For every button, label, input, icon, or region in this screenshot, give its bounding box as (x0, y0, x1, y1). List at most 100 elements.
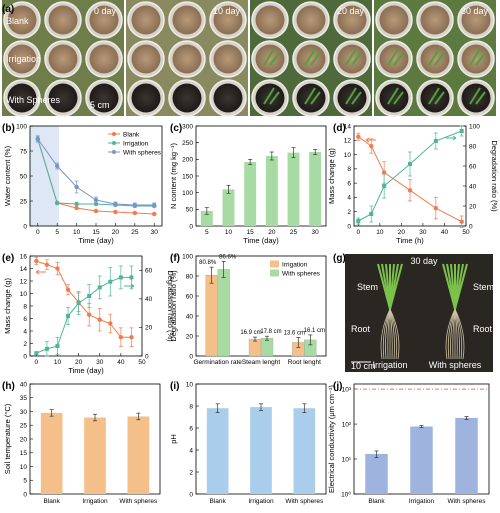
pot-soil (172, 44, 202, 74)
legend-label: Irrigation (123, 140, 149, 147)
y-tick-label: 15 (20, 450, 28, 457)
root-strand (450, 308, 456, 360)
root-strand (389, 308, 400, 360)
series-line (358, 136, 462, 223)
data-point (433, 205, 439, 211)
y-tick-label: 40 (145, 296, 153, 303)
data-point (44, 346, 49, 351)
data-label: 80.8% (199, 260, 217, 266)
data-point (118, 335, 124, 340)
panel-label-g: (g) (333, 253, 346, 264)
root-strand (447, 308, 456, 360)
data-point (129, 275, 134, 280)
photo-panel-g: Irrigation With spheres 30 day Stem Stem Root… (345, 254, 494, 372)
stem-leaf (454, 263, 468, 310)
y-tick-label: 14 (20, 266, 28, 273)
x-tick-label: With spheres (119, 498, 158, 505)
y-tick-label: 20 (145, 325, 153, 332)
y-axis-label-right: Degradation ratio (%) (166, 270, 175, 342)
y-axis-label: pH (169, 434, 178, 444)
y-tick-label: 10¹ (342, 456, 352, 463)
pot-soil (379, 44, 409, 74)
x-tick-label: 20 (112, 229, 120, 236)
pot-soil (461, 83, 491, 113)
y-tick-label: 20 (469, 203, 477, 210)
y-tick-label: 30 (20, 409, 28, 416)
root-strand (385, 308, 391, 360)
data-point (34, 351, 39, 356)
x-tick-label: 5 (205, 229, 209, 236)
pot-soil (213, 5, 243, 35)
seedling (469, 48, 486, 66)
x-tick-label: 10 (225, 229, 233, 236)
seedling (345, 48, 362, 66)
x-tick-label: 10 (376, 229, 384, 236)
root-strand (389, 308, 398, 360)
data-point (34, 258, 39, 264)
plant-caption: With spheres (429, 360, 482, 370)
x-tick-label: Germination rate (193, 359, 242, 366)
x-tick-label: 30 (312, 229, 320, 236)
pot-soil (255, 83, 285, 113)
row-label-irrigation: Irrigation (6, 54, 41, 64)
plot-frame (195, 125, 327, 227)
chart-germination: 0 20 40 60 80 100 Degradation ratio (%) 80.8%86… (169, 253, 327, 366)
y-tick-label: 40 (469, 183, 477, 190)
pot-soil (131, 44, 161, 74)
x-tick-label: 0 (36, 229, 40, 236)
seedling (304, 48, 321, 66)
legend-label: With spheres (282, 270, 321, 277)
y-tick-label: 0 (469, 223, 473, 230)
pot-soil (131, 5, 161, 35)
data-point (76, 301, 81, 306)
bar (200, 211, 213, 226)
y-tick-label: 12 (20, 278, 28, 285)
root-strand (454, 308, 465, 360)
arrow-right-axis (124, 283, 135, 289)
y-tick-label: 16 (20, 253, 28, 260)
x-tick-label: 30 (151, 229, 159, 236)
y-tick-label: 250 (182, 140, 193, 147)
bar (287, 152, 300, 226)
bar (265, 156, 278, 226)
x-tick-label: Blank (368, 498, 385, 505)
y-tick-label: 0 (23, 223, 27, 230)
data-point (356, 134, 361, 139)
pot-soil (461, 44, 491, 74)
y-tick-label: 2 (23, 341, 27, 348)
seedling (387, 87, 404, 105)
legend-label: With spheres (123, 149, 162, 156)
data-point (35, 136, 40, 142)
data-point (459, 219, 464, 224)
root-label: Root (473, 324, 493, 334)
y-tick-label: 0 (189, 353, 193, 360)
seedling (263, 48, 280, 66)
x-tick-label: Irrigation (82, 498, 108, 505)
y-tick-label: 6 (23, 316, 27, 323)
y-tick-label: 150 (182, 173, 193, 180)
root-strand (387, 308, 391, 360)
series-line (358, 130, 462, 222)
x-tick-label: 20 (398, 229, 406, 236)
pot-soil (89, 83, 119, 113)
plant-caption: Irrigation (372, 360, 407, 370)
y-tick-label: 10 (344, 152, 352, 159)
data-point (86, 312, 92, 317)
x-axis-label: Time (day) (78, 236, 114, 245)
x-tick-label: Steam lenght (242, 359, 280, 366)
stem-leaf (389, 263, 403, 310)
data-point (408, 162, 412, 166)
x-tick-label: 40 (117, 359, 125, 366)
y-tick-label: 300 (182, 123, 193, 130)
chart-mass-change-days: 0 2 4 6 8 10 12 14 16 0 20 40 60 0 10 20 30 40 50 Mass chan… (3, 253, 175, 375)
day-label: 0 day (94, 6, 117, 16)
pot-soil (379, 83, 409, 113)
x-tick-label: 50 (138, 359, 146, 366)
root-strand (382, 308, 391, 360)
y-tick-label: 20 (20, 436, 28, 443)
data-point (44, 262, 50, 267)
y-tick-label: 2 (189, 469, 193, 476)
legend-marker (112, 150, 116, 154)
root-strand (389, 308, 393, 360)
bar (455, 417, 478, 494)
